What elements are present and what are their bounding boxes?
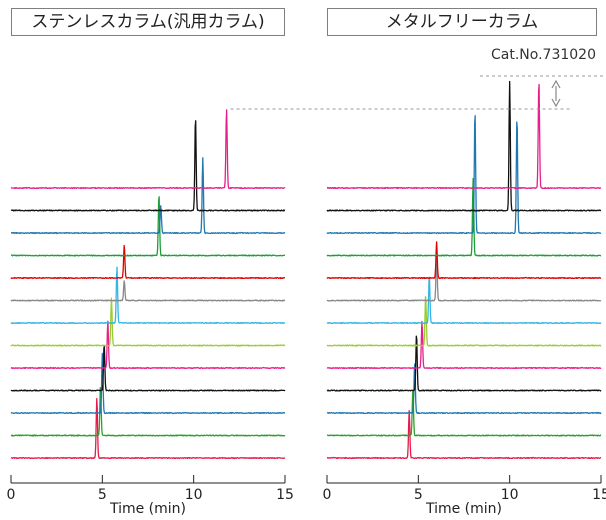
trace-right-10 [326, 115, 602, 235]
height-difference-arrow-head-top [551, 79, 561, 89]
x-tick-label-0: 0 [323, 487, 332, 503]
left-chart-title: ステンレスカラム(汎用カラム) [11, 8, 285, 36]
right-chart-title: メタルフリーカラム [327, 8, 597, 36]
trace-left-11 [10, 120, 286, 212]
trace-left-6 [10, 266, 286, 325]
trace-left-5 [10, 297, 286, 347]
trace-right-4 [326, 320, 602, 370]
trace-left-0 [10, 397, 286, 460]
right-x-axis-title: Time (min) [425, 501, 502, 517]
trace-right-2 [326, 363, 602, 415]
catalog-number: Cat.No.731020 [491, 47, 596, 63]
trace-right-6 [326, 276, 602, 325]
trace-left-12 [10, 109, 286, 190]
trace-left-7 [10, 280, 286, 302]
trace-left-8 [10, 244, 286, 280]
trace-right-1 [326, 390, 602, 437]
trace-right-3 [326, 335, 602, 392]
x-tick-label-5: 5 [414, 487, 423, 503]
x-tick-label-5: 5 [98, 487, 107, 503]
trace-left-4 [10, 320, 286, 370]
x-tick-label-15: 15 [592, 487, 606, 503]
trace-right-12 [326, 83, 602, 190]
trace-right-11 [326, 80, 602, 212]
trace-left-2 [10, 352, 286, 415]
trace-left-3 [10, 345, 286, 392]
left-x-axis-title: Time (min) [109, 501, 186, 517]
trace-left-10 [10, 157, 286, 235]
trace-left-1 [10, 386, 286, 437]
trace-right-9 [326, 177, 602, 257]
trace-right-7 [326, 254, 602, 302]
height-difference-arrow-head-bottom [551, 98, 561, 108]
x-tick-label-0: 0 [7, 487, 16, 503]
trace-left-9 [10, 196, 286, 257]
trace-right-0 [326, 410, 602, 460]
trace-right-8 [326, 241, 602, 280]
x-tick-label-15: 15 [276, 487, 294, 503]
x-tick-label-10: 10 [501, 487, 519, 503]
x-tick-label-10: 10 [185, 487, 203, 503]
trace-right-5 [326, 296, 602, 347]
